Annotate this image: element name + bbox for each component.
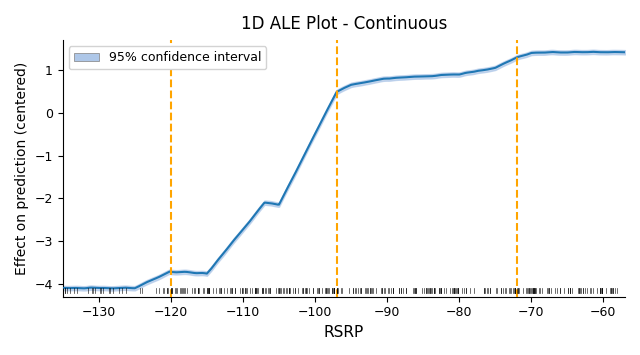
X-axis label: RSRP: RSRP xyxy=(324,325,364,340)
Title: 1D ALE Plot - Continuous: 1D ALE Plot - Continuous xyxy=(241,15,447,33)
Legend: 95% confidence interval: 95% confidence interval xyxy=(69,47,266,69)
Y-axis label: Effect on prediction (centered): Effect on prediction (centered) xyxy=(15,62,29,275)
